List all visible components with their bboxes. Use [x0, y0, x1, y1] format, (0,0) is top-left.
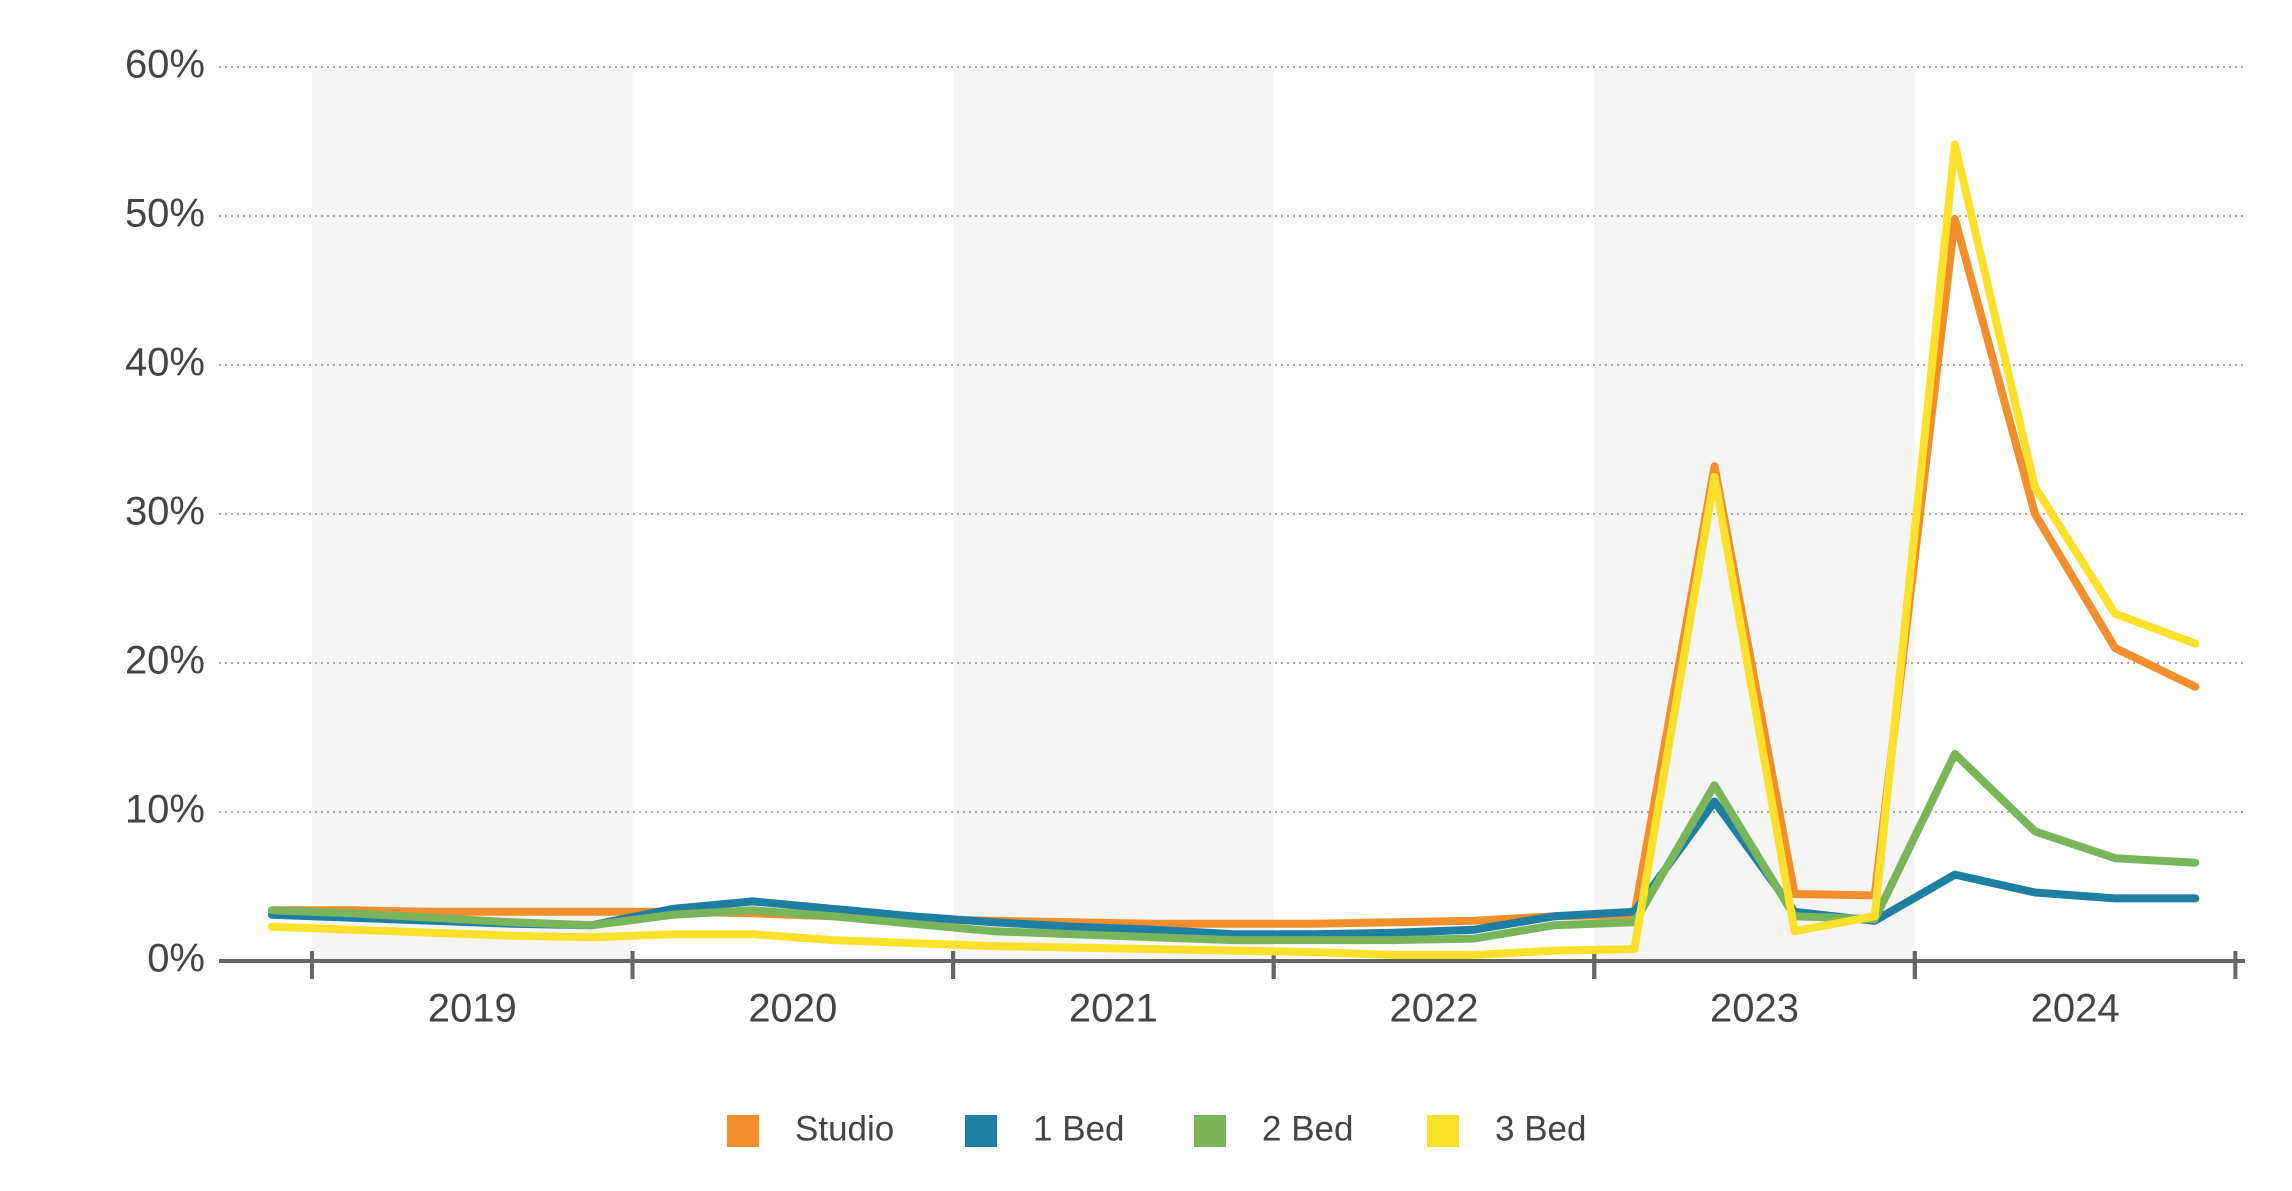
series-line — [267, 140, 2200, 959]
x-tick-label: 2024 — [2031, 987, 2120, 1031]
legend-item: 2 Bed — [1194, 1109, 1353, 1148]
legend-item: 3 Bed — [1427, 1109, 1586, 1148]
legend-label: 2 Bed — [1262, 1109, 1353, 1148]
y-tick-label: 60% — [125, 43, 205, 87]
y-tick-label: 50% — [125, 192, 205, 236]
y-tick-label: 40% — [125, 341, 205, 385]
y-tick-label: 20% — [125, 639, 205, 683]
legend-label: 1 Bed — [1033, 1109, 1124, 1148]
y-tick-label: 10% — [125, 788, 205, 832]
x-tick-label: 2023 — [1710, 987, 1799, 1031]
legend-item: 1 Bed — [965, 1109, 1124, 1148]
legend-swatch — [1427, 1115, 1459, 1147]
x-tick-label: 2020 — [748, 987, 837, 1031]
x-tick-label: 2019 — [428, 987, 517, 1031]
legend-item: Studio — [727, 1109, 894, 1148]
x-tick-label: 2021 — [1069, 987, 1158, 1031]
legend-swatch — [1194, 1115, 1226, 1147]
y-tick-label: 30% — [125, 490, 205, 534]
legend-swatch — [965, 1115, 997, 1147]
x-tick-label: 2022 — [1389, 987, 1478, 1031]
legend-swatch — [727, 1115, 759, 1147]
legend-label: Studio — [795, 1109, 894, 1148]
legend-label: 3 Bed — [1495, 1109, 1586, 1148]
y-tick-label: 0% — [147, 937, 205, 981]
